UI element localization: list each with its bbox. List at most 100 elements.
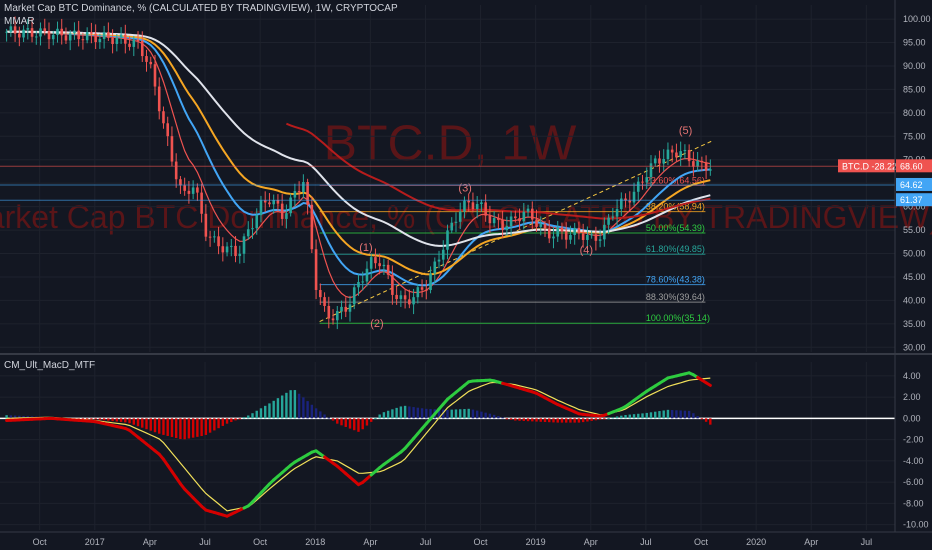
candle-body: [242, 236, 246, 254]
chart-title: Market Cap BTC Dominance, % (CALCULATED …: [4, 3, 398, 14]
price-tag-value: 61.37: [900, 195, 923, 205]
histogram-bar: [217, 418, 220, 429]
price-tag-label-box: [838, 159, 895, 173]
candle-body: [259, 200, 263, 216]
y-tick-label: 4.00: [903, 371, 921, 381]
candle-body: [140, 40, 144, 57]
histogram-bar: [5, 415, 8, 419]
histogram-bar: [480, 411, 483, 419]
candle-body: [522, 211, 526, 222]
histogram-bar: [446, 409, 449, 419]
histogram-bar: [264, 405, 267, 419]
candle-body: [615, 209, 619, 217]
candle-body: [107, 32, 110, 38]
candle-body: [77, 30, 80, 40]
candle-body: [666, 149, 670, 160]
histogram-bar: [98, 418, 102, 420]
candle-body: [403, 295, 407, 300]
candle-body: [709, 169, 712, 171]
histogram-bar: [119, 418, 123, 422]
histogram-bar: [361, 418, 364, 430]
candle-body: [124, 34, 127, 44]
candle-body: [577, 227, 581, 234]
candle-body: [454, 221, 458, 223]
y-tick-label: 75.00: [903, 131, 926, 141]
histogram-bar: [615, 416, 619, 419]
candle-body: [196, 187, 199, 193]
histogram-bar: [124, 418, 127, 423]
candle-body: [340, 306, 343, 312]
y-tick-label: -6.00: [903, 477, 924, 487]
histogram-bar: [704, 418, 708, 422]
histogram-bar: [531, 418, 534, 422]
histogram-bar: [709, 418, 712, 425]
histogram-bar: [425, 408, 428, 419]
histogram-bar: [577, 418, 581, 423]
histogram-bar: [213, 418, 216, 431]
candle-body: [285, 213, 288, 219]
candle-body: [302, 182, 305, 193]
histogram-bar: [128, 418, 131, 424]
candle-body: [696, 160, 699, 167]
y-tick-label: 100.00: [903, 14, 931, 24]
y-tick-label: 60.00: [903, 202, 926, 212]
candle-body: [514, 216, 517, 219]
histogram-bar: [81, 418, 85, 420]
histogram-bar: [603, 418, 606, 420]
wave-label: (1): [359, 242, 372, 254]
y-tick-label: -8.00: [903, 498, 924, 508]
wave-label: (3): [458, 183, 471, 195]
histogram-bar: [306, 401, 309, 419]
y-tick-label: 85.00: [903, 84, 926, 94]
price-tag-value: 68.60: [900, 161, 923, 171]
candle-body: [463, 200, 466, 212]
histogram-bar: [115, 418, 119, 422]
candle-body: [641, 181, 644, 183]
candle-body: [319, 289, 322, 298]
histogram-bar: [408, 406, 411, 419]
histogram-bar: [94, 418, 97, 420]
y-tick-label: -4.00: [903, 456, 924, 466]
candle-body: [429, 273, 432, 291]
candle-body: [365, 268, 369, 282]
candle-body: [590, 234, 593, 236]
candle-body: [174, 161, 178, 180]
y-tick-label: -2.00: [903, 435, 924, 445]
candle-body: [335, 311, 339, 321]
candle-body: [314, 249, 318, 290]
candle-body: [310, 204, 314, 250]
histogram-bar: [692, 413, 695, 419]
candle-body: [255, 215, 259, 229]
histogram-bar: [598, 418, 602, 420]
histogram-bar: [403, 405, 407, 419]
histogram-bar: [196, 418, 199, 437]
candle-body: [166, 123, 170, 137]
candle-body: [573, 227, 576, 235]
histogram-bar: [666, 409, 670, 419]
x-tick-label: Apr: [363, 537, 377, 547]
histogram-bar: [183, 418, 186, 440]
candle-body: [238, 253, 242, 257]
macd-lines: [5, 371, 712, 518]
candle-body: [505, 226, 509, 231]
candle-body: [221, 246, 225, 253]
histogram-bar: [637, 413, 640, 419]
histogram-bar: [654, 411, 657, 419]
x-tick-label: 2020: [746, 537, 766, 547]
histogram-bar: [187, 418, 191, 439]
candle-body: [586, 234, 589, 240]
histogram-bar: [22, 415, 25, 419]
candle-body: [611, 216, 615, 218]
candle-body: [306, 182, 309, 205]
price-tag-value-box: [896, 177, 932, 191]
candle-body: [607, 217, 610, 225]
y-tick-label: 45.00: [903, 272, 926, 282]
histogram-bar: [628, 414, 631, 419]
histogram-bar: [285, 392, 288, 419]
x-tick-label: Oct: [253, 537, 268, 547]
time-axis[interactable]: Oct 2017 Apr Jul Oct 2018 Apr Jul Oct 2019 Apr Jul O…: [33, 537, 872, 547]
histogram-bar: [145, 418, 148, 430]
price-tag-value-box: [896, 193, 932, 207]
histogram-bar: [420, 408, 424, 419]
macd-y-axis[interactable]: 4.00 2.00 0.00 -2.00 -4.00 -6.00 -8.00 -10.00: [903, 371, 929, 530]
